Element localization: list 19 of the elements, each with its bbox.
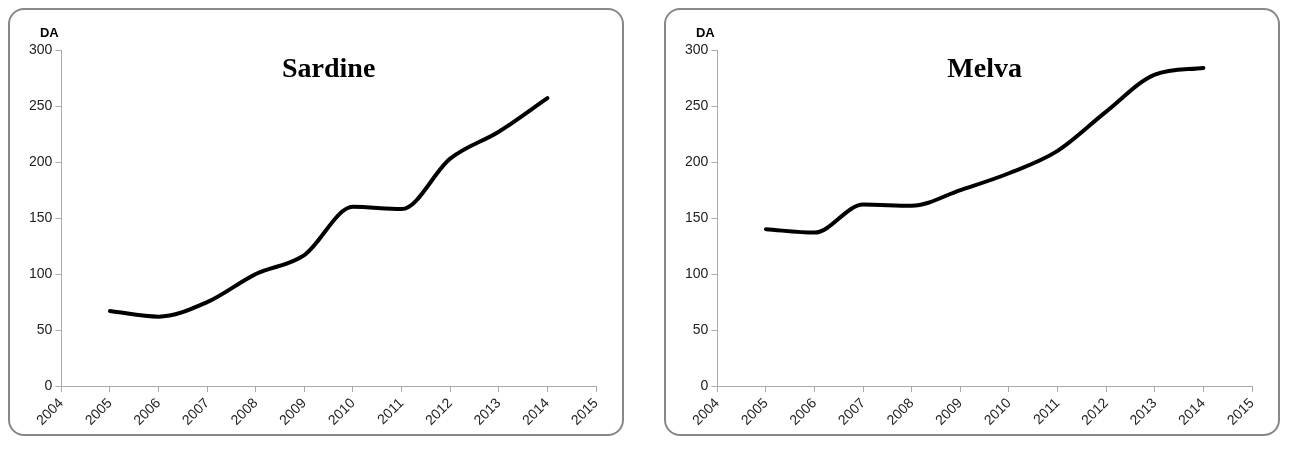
line-series xyxy=(107,96,550,319)
y-tick-label: 0 xyxy=(44,376,53,393)
y-axis-title: DA xyxy=(39,25,60,41)
y-tick-label: 200 xyxy=(685,152,709,169)
y-tick-label: 50 xyxy=(36,320,53,337)
y-tick-label: 100 xyxy=(685,264,709,281)
y-tick-label: 150 xyxy=(29,208,53,225)
y-tick-label: 150 xyxy=(685,208,709,225)
y-tick-label: 250 xyxy=(685,96,709,113)
y-tick-label: 200 xyxy=(29,152,53,169)
y-tick-label: 300 xyxy=(685,40,709,57)
y-tick-label: 50 xyxy=(692,320,709,337)
chart-title: Melva xyxy=(947,52,1022,84)
y-axis-title: DA xyxy=(695,25,716,41)
chart-title: Sardine xyxy=(282,52,376,84)
y-tick-label: 300 xyxy=(29,40,53,57)
y-tick-label: 0 xyxy=(700,376,709,393)
y-tick-label: 100 xyxy=(29,264,53,281)
y-tick-label: 250 xyxy=(29,96,53,113)
